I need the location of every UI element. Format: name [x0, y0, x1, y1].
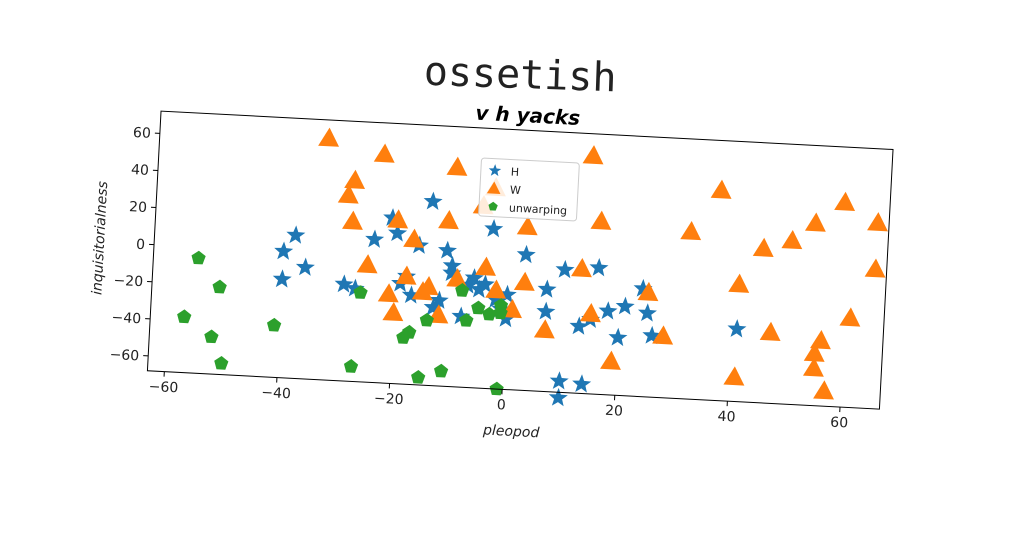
- y-tick-label: −60: [109, 347, 139, 365]
- x-tick-label: 60: [830, 415, 849, 432]
- x-tick-label: −40: [261, 385, 291, 403]
- data-point-pentagon: [212, 279, 227, 293]
- data-point-triangle: [805, 212, 827, 232]
- legend-label: W: [510, 183, 522, 197]
- data-point-triangle: [446, 156, 468, 176]
- data-point-triangle: [583, 145, 605, 165]
- data-point-pentagon: [191, 250, 206, 264]
- data-point-triangle: [865, 258, 887, 278]
- data-point-pentagon: [204, 329, 219, 343]
- x-axis-label: pleopod: [482, 422, 540, 441]
- x-tick-label: 20: [605, 403, 624, 420]
- y-tick-label: −20: [113, 273, 143, 291]
- data-point-triangle: [318, 127, 340, 147]
- data-point-triangle: [374, 143, 396, 163]
- data-point-star: [295, 257, 315, 276]
- data-point-star: [549, 371, 569, 390]
- data-point-star: [423, 191, 443, 210]
- data-point-star: [484, 219, 504, 238]
- data-point-triangle: [723, 366, 745, 386]
- data-point-star: [437, 240, 457, 259]
- data-point-star: [727, 319, 747, 338]
- data-point-star: [637, 303, 657, 322]
- data-point-star: [608, 327, 628, 346]
- data-point-triangle: [680, 220, 702, 240]
- chart-title: v h yacks: [475, 101, 581, 130]
- data-point-star: [536, 301, 556, 320]
- data-point-triangle: [438, 210, 460, 230]
- data-point-triangle: [781, 229, 803, 249]
- data-point-triangle: [867, 212, 889, 232]
- x-tick-label: −60: [148, 379, 178, 397]
- x-tick-label: 40: [717, 409, 736, 426]
- y-tick-label: 60: [133, 125, 152, 142]
- data-point-triangle: [534, 319, 556, 339]
- data-point-star: [274, 241, 294, 260]
- legend-label: H: [511, 166, 520, 179]
- data-point-pentagon: [267, 317, 282, 331]
- data-point-triangle: [810, 329, 832, 349]
- data-point-star: [572, 374, 592, 393]
- data-point-triangle: [834, 191, 856, 211]
- data-point-star: [286, 225, 306, 244]
- x-tick-label: −20: [374, 391, 404, 409]
- data-point-triangle: [600, 350, 622, 370]
- data-point-pentagon: [177, 309, 192, 323]
- data-point-star: [272, 269, 292, 288]
- data-point-triangle: [514, 271, 536, 291]
- y-tick-label: −40: [111, 310, 141, 328]
- data-point-pentagon: [214, 356, 229, 370]
- data-point-triangle: [728, 273, 750, 293]
- data-point-pentagon: [344, 359, 359, 373]
- data-point-triangle: [357, 254, 379, 274]
- data-point-pentagon: [419, 312, 434, 326]
- data-point-star: [615, 296, 635, 315]
- data-point-triangle: [839, 307, 861, 327]
- data-point-triangle: [580, 302, 602, 322]
- y-axis-ticks: −60 −40 −20 0 20 40 60: [109, 124, 160, 365]
- x-tick-label: 0: [496, 397, 506, 413]
- data-point-triangle: [590, 210, 612, 230]
- data-point-triangle: [760, 321, 782, 341]
- data-point-triangle: [753, 237, 775, 257]
- data-point-triangle: [711, 179, 733, 199]
- y-tick-label: 20: [129, 199, 148, 216]
- plot-frame: [147, 111, 893, 409]
- data-point-triangle: [344, 169, 366, 189]
- data-point-star: [598, 301, 618, 320]
- y-tick-label: 0: [136, 237, 146, 253]
- y-tick-label: 40: [131, 162, 150, 179]
- data-point-star: [537, 279, 557, 298]
- data-point-triangle: [382, 301, 404, 321]
- data-point-triangle: [475, 256, 497, 276]
- data-point-triangle: [813, 380, 835, 400]
- data-point-star: [365, 229, 385, 248]
- data-point-star: [548, 387, 568, 406]
- data-point-star: [516, 244, 536, 263]
- data-point-triangle: [342, 210, 364, 230]
- data-point-star: [589, 257, 609, 276]
- data-point-pentagon: [411, 370, 426, 384]
- data-point-pentagon: [434, 363, 449, 377]
- y-axis-label: inquisitorialness: [89, 181, 111, 296]
